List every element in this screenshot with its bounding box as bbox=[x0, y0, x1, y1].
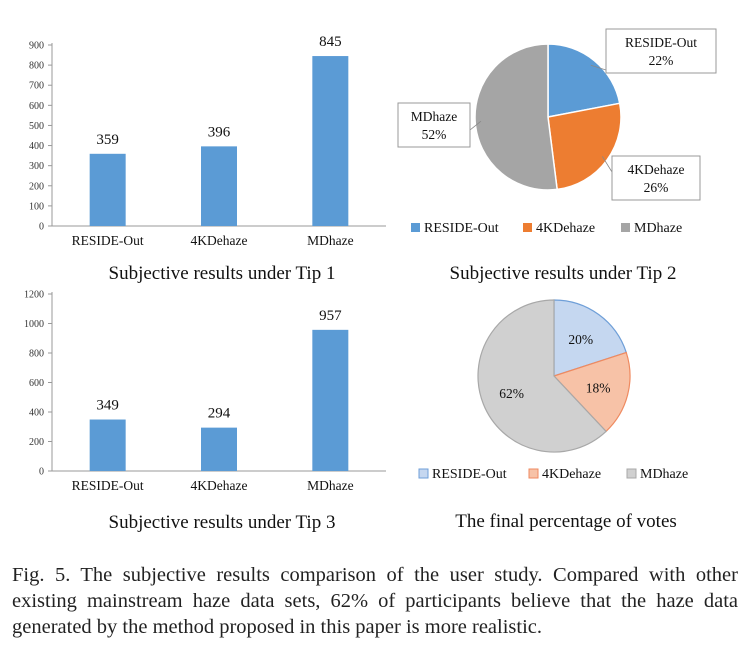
figure-caption: Fig. 5. The subjective results comparison… bbox=[12, 562, 738, 640]
chart4-slice-mdhaze bbox=[477, 299, 607, 453]
chart4-legend-swatch-4kdehaze bbox=[528, 468, 539, 479]
chart4-value-label-mdhaze: 62% bbox=[499, 386, 524, 401]
chart1-category-label-mdhaze: MDhaze bbox=[307, 233, 353, 248]
chart2-title: Subjective results under Tip 2 bbox=[450, 263, 677, 284]
chart3-tick-label: 400 bbox=[29, 408, 44, 419]
caption-text: The subjective results comparison of the… bbox=[12, 564, 738, 638]
chart2-legend-swatch-4kdehaze bbox=[523, 223, 532, 232]
chart2-callout-name-reside-out: RESIDE-Out bbox=[625, 35, 697, 50]
chart1-title: Subjective results under Tip 1 bbox=[109, 263, 336, 284]
chart2-callout-box-4kdehaze bbox=[611, 155, 701, 201]
chart2-slice-mdhaze bbox=[474, 43, 558, 191]
figure-canvas: 0 100 200 300 400 500 600 700 800 900 359 RESIDE-Ou… bbox=[24, 28, 717, 533]
chart1-category-label-reside-out: RESIDE-Out bbox=[72, 233, 144, 248]
chart1-data-label-reside-out: 359 bbox=[96, 132, 119, 148]
chart1-data-label-4kdehaze: 396 bbox=[208, 124, 231, 140]
chart3-tick-label: 800 bbox=[29, 349, 44, 360]
chart4-slice-reside-out bbox=[553, 299, 628, 377]
chart2-callout-value-mdhaze: 52% bbox=[422, 127, 447, 142]
chart4-title: The final percentage of votes bbox=[455, 511, 677, 532]
chart3-tick-label: 1200 bbox=[24, 290, 44, 301]
chart4-legend-swatch-mdhaze bbox=[626, 468, 637, 479]
chart1-tick-label: 0 bbox=[39, 222, 44, 233]
chart2-leader-reside-out bbox=[590, 64, 607, 71]
chart2-callout-name-4kdehaze: 4KDehaze bbox=[628, 162, 685, 177]
chart2-slice-reside-out bbox=[547, 43, 621, 118]
chart1-data-label-mdhaze: 845 bbox=[319, 34, 342, 50]
chart1-bar-reside-out bbox=[89, 153, 126, 226]
chart1-bar-mdhaze bbox=[312, 56, 349, 226]
chart1-tick-label: 500 bbox=[29, 121, 44, 132]
chart3-tick-label: 0 bbox=[39, 467, 44, 478]
chart4-legend-swatch-reside-out bbox=[418, 468, 429, 479]
chart1-category-label-4kdehaze: 4KDehaze bbox=[191, 233, 248, 248]
chart2-callout-name-mdhaze: MDhaze bbox=[411, 109, 457, 124]
chart4-legend-label-mdhaze: MDhaze bbox=[640, 467, 688, 482]
chart1-tick-label: 200 bbox=[29, 181, 44, 192]
chart2-legend-label-reside-out: RESIDE-Out bbox=[424, 221, 499, 236]
chart2-callout-box-mdhaze bbox=[397, 102, 471, 148]
chart4-slice-4kdehaze bbox=[552, 351, 631, 433]
chart1-tick-label: 600 bbox=[29, 101, 44, 112]
chart3-category-label-mdhaze: MDhaze bbox=[307, 478, 353, 493]
chart4-legend-label-4kdehaze: 4KDehaze bbox=[542, 467, 601, 482]
chart4-legend-label-reside-out: RESIDE-Out bbox=[432, 467, 507, 482]
chart1-tick-label: 700 bbox=[29, 81, 44, 92]
chart3-category-label-reside-out: RESIDE-Out bbox=[72, 478, 144, 493]
chart4-value-label-reside-out: 20% bbox=[568, 332, 593, 347]
chart2-leader-mdhaze bbox=[469, 120, 482, 131]
chart3-bar-reside-out bbox=[89, 419, 126, 471]
chart3-data-label-reside-out: 349 bbox=[96, 398, 119, 414]
chart2-legend-swatch-mdhaze bbox=[621, 223, 630, 232]
chart1-tick-label: 300 bbox=[29, 161, 44, 172]
chart1-tick-label: 100 bbox=[29, 201, 44, 212]
chart4-value-label-4kdehaze: 18% bbox=[586, 380, 611, 395]
chart1-bar-4kdehaze bbox=[201, 146, 237, 226]
chart2-callout-value-4kdehaze: 26% bbox=[644, 180, 669, 195]
chart2-slice-4kdehaze bbox=[547, 102, 622, 191]
chart3-tick-label: 200 bbox=[29, 437, 44, 448]
chart3-data-label-4kdehaze: 294 bbox=[208, 406, 231, 422]
chart3-tick-label: 600 bbox=[29, 378, 44, 389]
chart3-data-label-mdhaze: 957 bbox=[319, 308, 342, 324]
chart3-category-label-4kdehaze: 4KDehaze bbox=[191, 478, 248, 493]
chart2-leader-4kdehaze bbox=[601, 156, 613, 173]
chart2-legend-label-mdhaze: MDhaze bbox=[634, 221, 682, 236]
chart1-tick-label: 900 bbox=[29, 41, 44, 52]
chart3-bar-mdhaze bbox=[312, 329, 349, 471]
chart3-tick-label: 1000 bbox=[24, 319, 44, 330]
chart2-legend-swatch-reside-out bbox=[411, 223, 420, 232]
chart2-callout-value-reside-out: 22% bbox=[649, 53, 674, 68]
chart2-callout-box-reside-out bbox=[605, 28, 717, 74]
chart3-bar-4kdehaze bbox=[201, 427, 237, 471]
chart1-tick-label: 400 bbox=[29, 141, 44, 152]
chart2-legend-label-4kdehaze: 4KDehaze bbox=[536, 221, 595, 236]
caption-label: Fig. 5. bbox=[12, 564, 71, 586]
chart1-tick-label: 800 bbox=[29, 61, 44, 72]
chart3-title: Subjective results under Tip 3 bbox=[109, 512, 336, 533]
